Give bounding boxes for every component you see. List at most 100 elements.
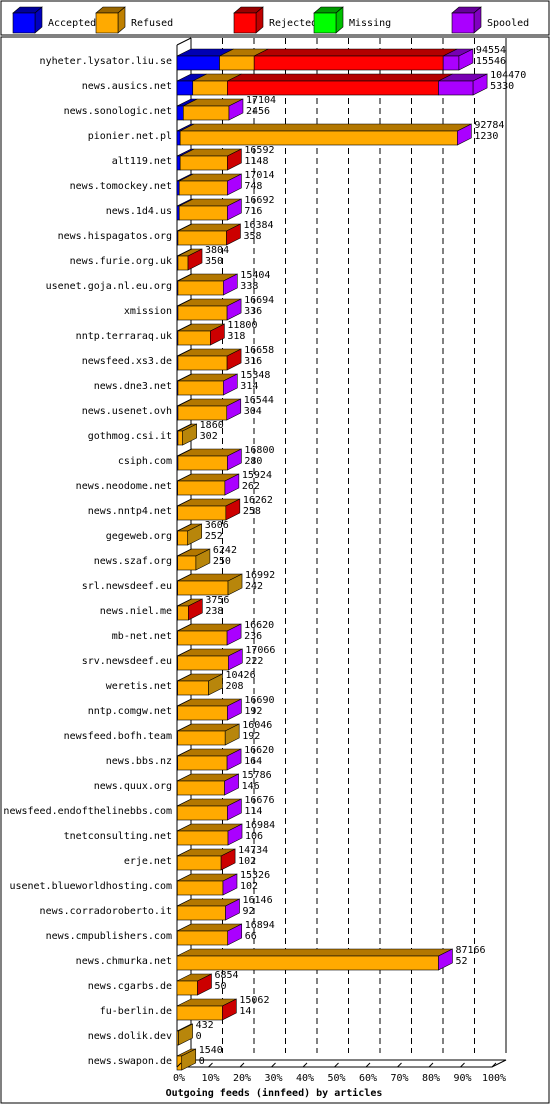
accepted-count: 102 [240,881,258,892]
bar-segment-refused [177,330,211,346]
accepted-count: 716 [244,206,262,217]
bar-end-cap [438,948,453,971]
bar-end-cap [210,323,225,346]
legend-swatch-refused [95,12,119,34]
offered-count: 17014 [244,170,274,181]
bar-segment-refused [219,55,255,71]
offered-count: 1540 [199,1045,223,1056]
bar-end-cap [472,73,488,96]
accepted-count: 102 [238,856,256,867]
x-tick-mark [397,1062,402,1068]
accepted-count: 236 [244,631,262,642]
row-name: news.dolik.dev [88,1031,172,1042]
legend-swatch-spooled [451,12,475,34]
row-name: news.sonologic.net [64,106,172,117]
bar-end-cap [187,248,203,271]
row-name: csiph.com [118,456,172,467]
accepted-count: 314 [240,381,258,392]
row-name: news.quux.org [94,781,172,792]
row-name: news.neodome.net [76,481,172,492]
accepted-count: 252 [205,531,223,542]
row-name: xmission [124,306,172,317]
bar-end-cap [227,823,243,846]
bar-segment-accepted [176,80,194,96]
legend-label-accepted: Accepted [48,18,96,29]
offered-count: 16384 [243,220,273,231]
row-name: news.ausics.net [82,81,172,92]
x-axis-label: Outgoing feeds (innfeed) by articles [166,1087,383,1099]
bar-segment-refused [178,205,228,221]
bar-end-cap [208,673,223,696]
accepted-count: 208 [226,681,244,692]
bar-segment-spooled [438,80,474,96]
x-tick-mark [239,1062,245,1068]
accepted-count: 262 [242,481,260,492]
bar-segment-accepted [176,155,181,171]
accepted-count: 280 [244,456,262,467]
offered-count: 16658 [244,345,274,356]
bar-segment-refused [177,930,229,946]
bar-segment-refused [183,105,230,121]
accepted-count: 5330 [490,81,514,92]
offered-count: 15786 [242,770,272,781]
bar-segment-refused [177,505,227,521]
bar-segment-accepted [176,130,181,146]
x-tick-mark [271,1062,276,1068]
bar-end-cap [227,573,243,596]
x-tick-mark [428,1062,434,1068]
row-name: news.nntp4.net [88,506,172,517]
accepted-count: 748 [244,181,262,192]
bar-end-cap [197,973,212,996]
offered-count: 10426 [226,670,256,681]
offered-count: 16984 [245,820,275,831]
bar-segment-refused [177,455,228,471]
x-tick-mark [302,1062,308,1068]
bar-segment-accepted [176,180,180,196]
bar-segment-refused [177,605,189,621]
bar-segment-refused [177,855,222,871]
x-tick-label: 40% [296,1073,314,1084]
offered-count: 3756 [205,595,229,606]
floor [176,1059,507,1068]
accepted-count: 238 [205,606,223,617]
row-name: news.bbs.nz [106,756,172,767]
bar-end-cap [227,798,242,821]
bar-segment-refused [177,230,227,246]
bar-end-cap [188,598,203,621]
bar-segment-refused [177,405,228,421]
offered-count: 92784 [474,120,504,131]
accepted-count: 0 [196,1031,202,1042]
bar-end-cap [458,48,474,71]
bar-segment-refused [177,755,228,771]
bar-segment-refused [178,180,228,196]
bar-end-cap [224,773,239,796]
row-name: gothmog.csi.it [88,431,172,442]
offered-count: 16262 [243,495,273,506]
bar-end-cap [227,923,243,946]
row-name: newsfeed.xs3.de [82,356,172,367]
accepted-count: 114 [244,806,262,817]
offered-count: 16800 [244,445,274,456]
bar-end-cap [225,898,240,921]
offered-count: 87166 [455,945,485,956]
row-name: news.szaf.org [94,556,172,567]
offered-count: 16894 [245,920,275,931]
accepted-count: 222 [245,656,263,667]
